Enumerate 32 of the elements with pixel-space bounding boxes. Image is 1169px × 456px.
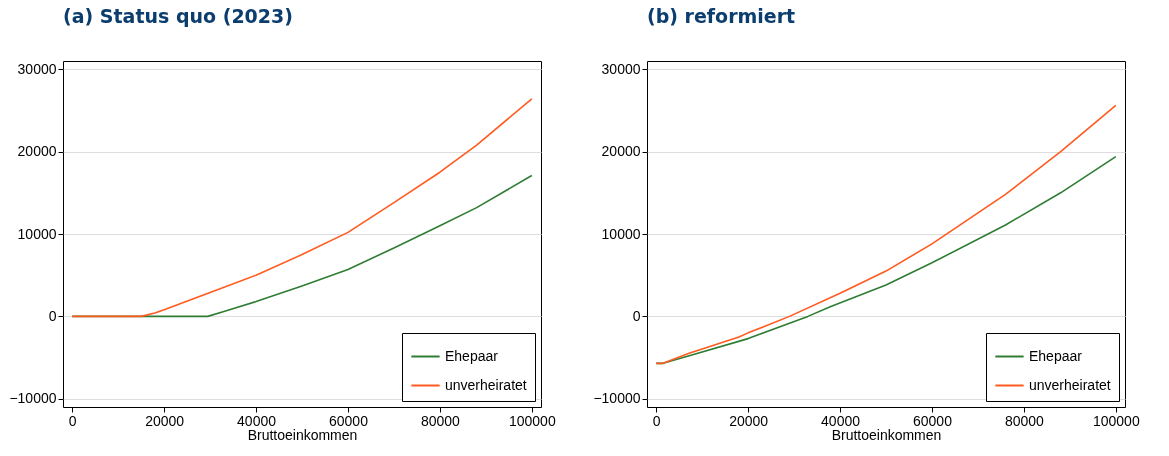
legend-label: unverheiratet (445, 376, 527, 393)
y-tick-label: 0 (48, 307, 57, 324)
legend-label: Ehepaar (445, 347, 499, 364)
y-tick-label: 20000 (17, 143, 57, 160)
y-tick-label: −10000 (9, 390, 57, 407)
x-tick-label: 20000 (145, 412, 185, 429)
y-tick-label: 0 (632, 307, 641, 324)
x-tick-label: 60000 (912, 412, 953, 429)
x-tick-label: 0 (68, 412, 77, 429)
line-series (655, 104, 1117, 365)
x-tick-label: 40000 (821, 412, 861, 429)
y-tick-label: 30000 (601, 60, 641, 77)
y-tick-label: 20000 (601, 143, 641, 160)
y-tick-label: 30000 (17, 60, 57, 77)
line-series (71, 98, 533, 318)
x-tick-label: 80000 (1004, 412, 1045, 429)
legend-label: unverheiratet (1029, 376, 1111, 393)
y-tick-label: −10000 (593, 390, 641, 407)
x-tick-label: 0 (652, 412, 661, 429)
y-tick-label: 10000 (601, 225, 641, 242)
x-tick-label: 100000 (1092, 412, 1140, 429)
chart-title: (a) Status quo (2023) (63, 5, 293, 27)
legend-label: Ehepaar (1029, 347, 1083, 364)
x-axis-title: Bruttoeinkommen (831, 426, 942, 443)
x-tick-label: 20000 (729, 412, 769, 429)
x-tick-label: 100000 (508, 412, 556, 429)
x-tick-label: 40000 (237, 412, 277, 429)
x-tick-label: 60000 (328, 412, 369, 429)
chart-title: (b) reformiert (647, 5, 796, 27)
x-axis-title: Bruttoeinkommen (247, 426, 358, 443)
x-tick-label: 80000 (420, 412, 461, 429)
y-tick-label: 10000 (17, 225, 57, 242)
